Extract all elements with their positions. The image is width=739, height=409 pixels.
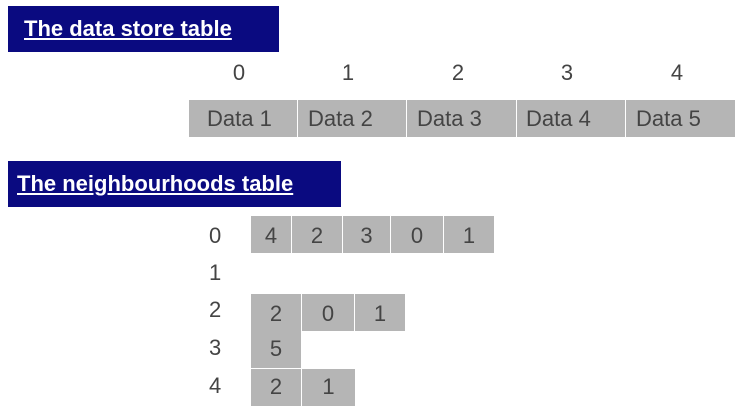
neighbourhood-cell: 4 bbox=[251, 216, 292, 253]
store-index-2: 2 bbox=[451, 60, 465, 85]
data-store-title: The data store table bbox=[8, 6, 279, 52]
neighbourhood-row-index-4: 4 bbox=[209, 373, 222, 398]
store-cell: Data 4 bbox=[517, 100, 626, 137]
neighbourhood-cell: 3 bbox=[343, 216, 391, 253]
neighbourhood-cell: 0 bbox=[391, 216, 444, 253]
neighbourhood-row-index-3: 3 bbox=[209, 335, 222, 360]
store-cell: Data 1 bbox=[189, 100, 298, 137]
neighbourhood-cell: 1 bbox=[302, 369, 355, 406]
neighbourhood-row-index-2: 2 bbox=[209, 297, 222, 322]
store-index-4: 4 bbox=[670, 60, 684, 85]
neighbourhood-cell: 2 bbox=[251, 294, 302, 331]
neighbourhood-row-index-1: 1 bbox=[209, 260, 222, 285]
neighbourhood-cell: 2 bbox=[292, 216, 343, 253]
store-cell: Data 3 bbox=[407, 100, 517, 137]
neighbourhoods-title: The neighbourhoods table bbox=[8, 161, 341, 207]
neighbourhood-row-index-0: 0 bbox=[209, 223, 222, 248]
store-index-1: 1 bbox=[341, 60, 355, 85]
neighbourhood-cell: 2 bbox=[251, 369, 302, 406]
store-index-3: 3 bbox=[560, 60, 574, 85]
neighbourhood-cell: 1 bbox=[444, 216, 494, 253]
store-cell: Data 2 bbox=[298, 100, 407, 137]
neighbourhood-cell: 5 bbox=[251, 331, 301, 368]
store-cell: Data 5 bbox=[626, 100, 735, 137]
neighbourhood-cell: 0 bbox=[302, 294, 355, 331]
store-index-0: 0 bbox=[232, 60, 246, 85]
neighbourhood-cell: 1 bbox=[355, 294, 405, 331]
